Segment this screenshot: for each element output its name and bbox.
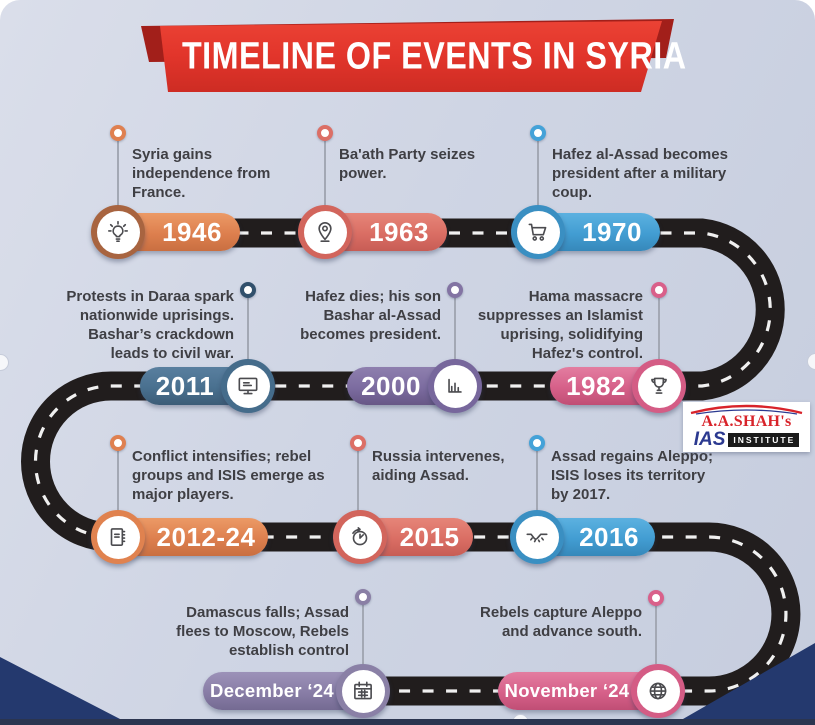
connector-line: [454, 298, 456, 360]
calendar-icon: [354, 681, 372, 700]
connector-line: [247, 298, 249, 360]
connector-line: [117, 451, 119, 512]
icon-circle: [221, 359, 275, 413]
handshake-icon: [526, 533, 548, 543]
connector-line: [357, 451, 359, 512]
institute-logo: A.A.SHAH's IAS INSTITUTE: [683, 402, 810, 452]
timeline-dot: [350, 435, 366, 451]
timeline-dot: [240, 282, 256, 298]
bar-chart-icon: [448, 378, 462, 393]
event-description: Russia intervenes, aiding Assad.: [372, 448, 505, 484]
title-banner: [160, 21, 662, 92]
connector-line: [117, 141, 119, 207]
connector-line: [537, 141, 539, 207]
icon-circle: [91, 510, 145, 564]
event-description: Ba'ath Party seizes power.: [339, 146, 476, 182]
connector-line: [658, 298, 660, 360]
page-title: TIMELINE OF EVENTS IN SYRIA: [181, 34, 687, 78]
icon-circle: [510, 510, 564, 564]
timeline-dot: [447, 282, 463, 298]
icon-circle: [333, 510, 387, 564]
trophy-icon: [651, 377, 667, 394]
connector-line: [536, 451, 538, 512]
logo-swoosh-icon: [690, 404, 803, 415]
icon-circle: [631, 664, 685, 718]
event-description: Protests in Daraa spark nationwide upris…: [66, 288, 234, 362]
timeline-dot: [529, 435, 545, 451]
event-description: Hama massacre suppresses an Islamist upr…: [477, 288, 643, 362]
event-description: Hafez al-Assad becomes president after a…: [552, 146, 728, 201]
logo-institute: INSTITUTE: [728, 432, 800, 448]
connector-line: [655, 606, 657, 664]
event-description: Hafez dies; his son Bashar al-Assad beco…: [300, 288, 441, 343]
timeline-dot: [110, 125, 126, 141]
lightbulb-icon: [107, 220, 129, 243]
event-description: Rebels capture Aleppo and advance south.: [480, 604, 642, 640]
monitor-icon: [238, 377, 258, 395]
logo-ias: IAS: [693, 429, 726, 450]
timeline-dot: [648, 590, 664, 606]
notebook-icon: [110, 528, 126, 546]
timeline-dot: [530, 125, 546, 141]
timeline-dot: [355, 589, 371, 605]
connector-line: [324, 141, 326, 207]
map-pin-icon: [318, 221, 332, 243]
logo-name: A.A.SHAH's: [701, 413, 792, 430]
stopwatch-icon: [352, 527, 368, 546]
icon-circle: [511, 205, 565, 259]
globe-icon: [649, 682, 667, 700]
shopping-cart-icon: [528, 223, 547, 241]
icon-circle: [428, 359, 482, 413]
bottom-border: [0, 719, 815, 725]
timeline-dot: [110, 435, 126, 451]
connector-line: [362, 605, 364, 664]
event-description: Conflict intensifies; rebel groups and I…: [132, 448, 325, 503]
timeline-dot: [317, 125, 333, 141]
event-description: Syria gains independence from France.: [132, 146, 271, 201]
event-description: Damascus falls; Assad flees to Moscow, R…: [176, 604, 349, 659]
timeline-dot: [651, 282, 667, 298]
icon-circle: [298, 205, 352, 259]
icon-circle: [632, 359, 686, 413]
event-description: Assad regains Aleppo; ISIS loses its ter…: [551, 448, 713, 503]
year-badge: 2016: [519, 518, 655, 556]
icon-circle: [336, 664, 390, 718]
icon-circle: [91, 205, 145, 259]
